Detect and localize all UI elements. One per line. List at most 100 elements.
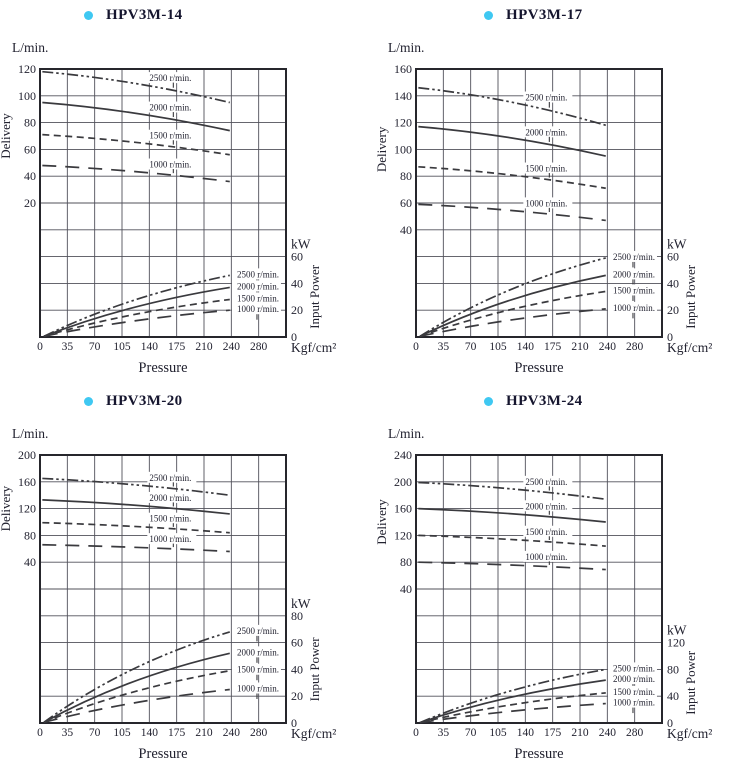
- chart-text: 120: [18, 502, 36, 516]
- label-mask: [523, 525, 573, 537]
- delivery-curve: [418, 507, 606, 523]
- chart-text: 2000 r/min.: [613, 674, 655, 684]
- plot-border: [415, 454, 663, 724]
- power-curve: [419, 702, 606, 724]
- chart-text: L/min.: [12, 40, 48, 55]
- power-curve: [43, 286, 230, 338]
- power-curve: [43, 631, 231, 724]
- chart-text: Kgf/cm²: [291, 726, 336, 741]
- delivery-curve: [42, 521, 230, 534]
- chart-text: Input Power: [683, 650, 698, 715]
- chart-text: 105: [489, 727, 507, 739]
- chart-text: 280: [626, 341, 644, 353]
- chart-text: 120: [394, 116, 412, 130]
- chart-text: 140: [517, 341, 535, 353]
- delivery-curve: [42, 101, 230, 132]
- label-mask: [607, 685, 657, 697]
- chart-text: 60: [24, 142, 36, 156]
- label-mask: [231, 268, 281, 280]
- chart-block-hpv3m-24: HPV3M-24 L/min. Kgf/cm² Pressure 240 200 160 1…: [366, 386, 733, 772]
- chart-title: HPV3M-24: [506, 392, 583, 409]
- chart-text: 280: [626, 727, 644, 739]
- power-curve: [419, 692, 606, 724]
- label-mask: [523, 550, 573, 562]
- label-mask: [607, 662, 657, 674]
- chart-text: 280: [250, 341, 268, 353]
- chart-text: Pressure: [138, 360, 187, 376]
- chart-text: 120: [18, 62, 36, 76]
- chart-text: 1000 r/min.: [525, 552, 567, 562]
- chart-text: 2500 r/min.: [613, 663, 655, 673]
- chart-text: 2500 r/min.: [525, 93, 567, 103]
- chart-text: L/min.: [388, 40, 424, 55]
- delivery-curve: [418, 165, 606, 190]
- chart-text: 40: [291, 276, 303, 290]
- power-curve: [43, 274, 230, 338]
- chart-text: 35: [438, 727, 450, 739]
- chart-text: 2500 r/min.: [237, 626, 279, 636]
- chart-text: 1000 r/min.: [237, 304, 279, 314]
- chart-text: 40: [667, 689, 679, 703]
- chart-text: 60: [291, 250, 303, 264]
- delivery-curve: [42, 477, 230, 497]
- chart-text: 100: [18, 89, 36, 103]
- label-mask: [231, 303, 281, 315]
- chart-text: 40: [400, 582, 412, 596]
- chart-text: 80: [24, 528, 36, 542]
- chart-text: 60: [667, 250, 679, 264]
- performance-chart: L/min. Kgf/cm² Pressure 120 100 80 60 40 20 Deliv…: [0, 40, 336, 376]
- chart-block-hpv3m-14: HPV3M-14 L/min. Kgf/cm² Pressure 120 100 80 60…: [0, 0, 366, 386]
- chart-text: 2500 r/min.: [237, 269, 279, 279]
- chart-text: 140: [141, 727, 159, 739]
- chart-text: 1000 r/min.: [149, 160, 191, 170]
- power-curve: [43, 309, 230, 338]
- chart-text: 2500 r/min.: [525, 477, 567, 487]
- label-mask: [147, 491, 197, 503]
- chart-text: 70: [465, 727, 477, 739]
- performance-chart: L/min. Kgf/cm² Pressure 160 140 120 100 80 60 40 D…: [376, 40, 712, 376]
- chart-text: 40: [24, 555, 36, 569]
- chart-text: Kgf/cm²: [291, 340, 336, 355]
- chart-text: Pressure: [138, 746, 187, 762]
- delivery-curve: [42, 543, 230, 553]
- label-mask: [147, 471, 197, 483]
- chart-text: 40: [24, 169, 36, 183]
- chart-text: kW: [291, 596, 311, 611]
- chart-text: 280: [250, 727, 268, 739]
- chart-text: 210: [195, 341, 213, 353]
- bullet-icon: [484, 10, 493, 20]
- chart-text: 40: [667, 276, 679, 290]
- label-mask: [607, 284, 657, 296]
- chart-text: 0: [291, 716, 297, 730]
- chart-text: Delivery: [376, 499, 389, 545]
- power-curve: [419, 274, 606, 338]
- label-mask: [147, 72, 197, 84]
- chart-text: 240: [599, 341, 617, 353]
- chart-text: 160: [394, 62, 412, 76]
- chart-text: 2000 r/min.: [149, 103, 191, 113]
- chart-text: Delivery: [0, 485, 13, 531]
- chart-text: 80: [400, 555, 412, 569]
- label-mask: [231, 663, 281, 675]
- label-mask: [231, 624, 281, 636]
- chart-text: 140: [141, 341, 159, 353]
- label-mask: [231, 682, 281, 694]
- label-mask: [523, 475, 573, 487]
- power-curve: [43, 652, 230, 724]
- power-curve: [419, 308, 606, 338]
- chart-text: 2000 r/min.: [149, 493, 191, 503]
- chart-text: 80: [667, 662, 679, 676]
- chart-header: HPV3M-24: [366, 386, 733, 416]
- chart-text: kW: [667, 237, 687, 252]
- chart-text: 210: [571, 727, 589, 739]
- chart-text: 35: [62, 341, 74, 353]
- chart-text: 40: [400, 223, 412, 237]
- bullet-icon: [484, 396, 493, 406]
- label-mask: [147, 129, 197, 141]
- chart-text: 175: [168, 727, 186, 739]
- delivery-curve: [418, 86, 607, 127]
- chart-text: Pressure: [514, 746, 563, 762]
- chart-header: HPV3M-20: [0, 386, 366, 416]
- label-mask: [607, 673, 657, 685]
- bullet-icon: [84, 396, 93, 406]
